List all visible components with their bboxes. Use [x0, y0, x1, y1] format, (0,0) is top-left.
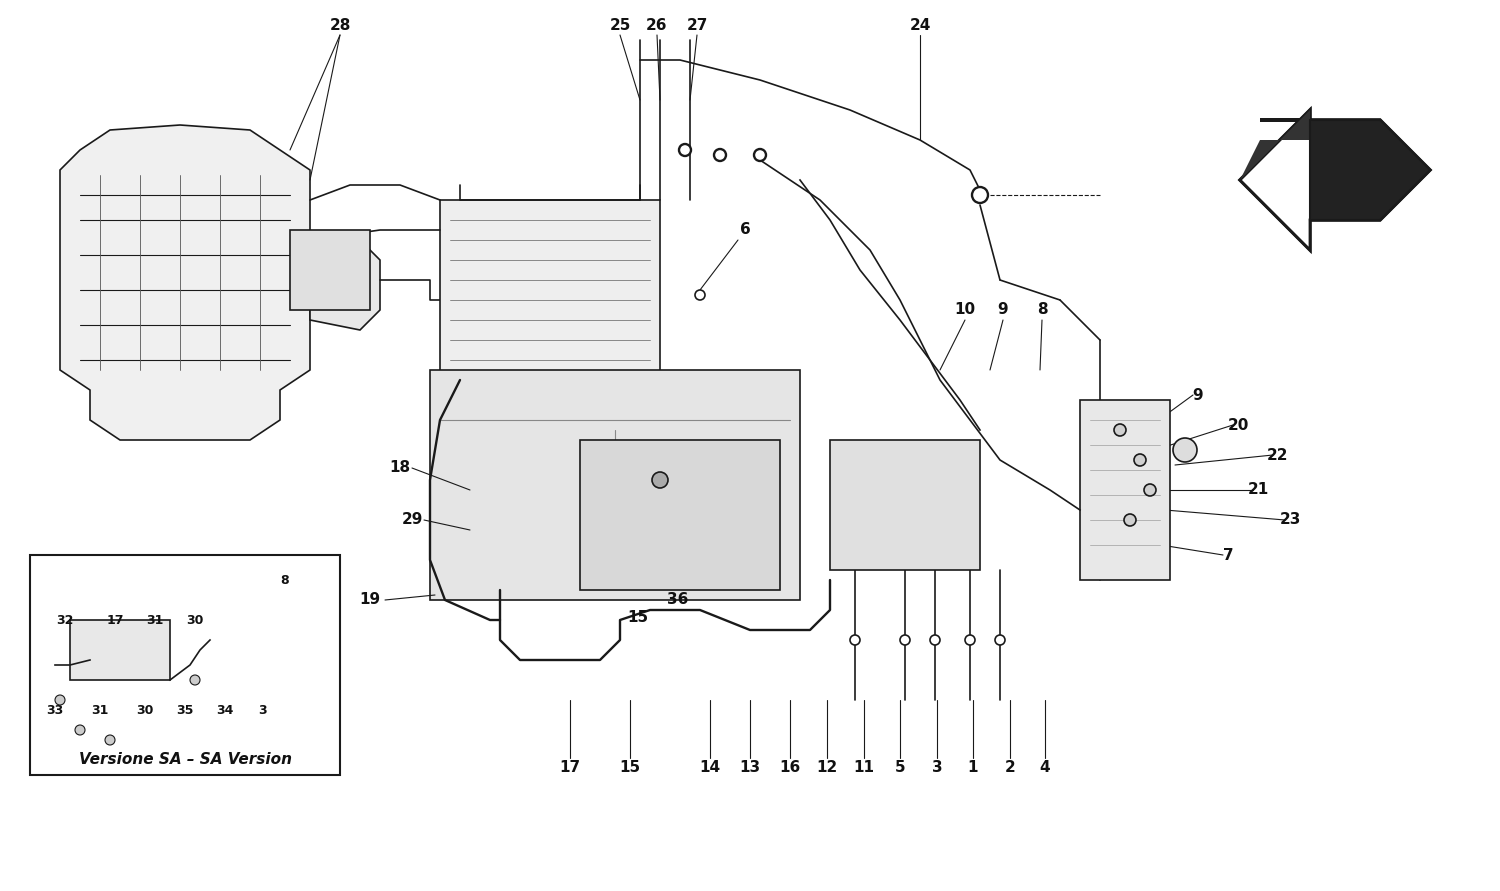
Circle shape — [190, 675, 200, 685]
Text: 32: 32 — [57, 614, 74, 626]
Polygon shape — [1080, 400, 1170, 580]
Polygon shape — [60, 125, 310, 440]
Circle shape — [714, 149, 726, 161]
Circle shape — [652, 472, 668, 488]
Circle shape — [680, 144, 692, 156]
Text: 16: 16 — [780, 761, 801, 775]
Text: 36: 36 — [668, 593, 688, 608]
Text: 35: 35 — [177, 704, 194, 716]
Text: 7: 7 — [1222, 547, 1233, 562]
Text: 1: 1 — [968, 761, 978, 775]
Circle shape — [964, 635, 975, 645]
Text: 3: 3 — [258, 704, 267, 716]
Circle shape — [972, 187, 988, 203]
Text: 9: 9 — [1192, 388, 1203, 403]
Text: 3: 3 — [932, 761, 942, 775]
Text: 33: 33 — [46, 704, 63, 716]
Circle shape — [694, 290, 705, 300]
Circle shape — [1124, 514, 1136, 526]
Text: 15: 15 — [620, 761, 640, 775]
Text: 21: 21 — [1248, 483, 1269, 497]
Text: 30: 30 — [186, 614, 204, 626]
Text: Versione SA – SA Version: Versione SA – SA Version — [78, 753, 291, 767]
Text: 8: 8 — [280, 574, 290, 586]
Text: 10: 10 — [954, 303, 975, 317]
Circle shape — [1144, 484, 1156, 496]
Bar — [580, 440, 780, 590]
Circle shape — [930, 635, 940, 645]
Bar — [440, 200, 660, 380]
Polygon shape — [1240, 110, 1430, 250]
Circle shape — [1134, 454, 1146, 466]
Text: 34: 34 — [216, 704, 234, 716]
Polygon shape — [310, 240, 380, 330]
Text: 25: 25 — [609, 18, 630, 32]
Text: 17: 17 — [106, 614, 124, 626]
Text: 17: 17 — [560, 761, 580, 775]
Polygon shape — [1240, 110, 1430, 250]
Circle shape — [850, 635, 859, 645]
Text: 24: 24 — [909, 18, 930, 32]
Text: 12: 12 — [816, 761, 837, 775]
Bar — [290, 230, 370, 310]
Text: 15: 15 — [627, 610, 648, 625]
Text: 14: 14 — [699, 761, 720, 775]
Text: 4: 4 — [1040, 761, 1050, 775]
Text: 22: 22 — [1268, 447, 1288, 462]
Polygon shape — [1310, 120, 1430, 220]
Text: 26: 26 — [646, 18, 668, 32]
Circle shape — [1114, 424, 1126, 436]
Text: 13: 13 — [740, 761, 760, 775]
Circle shape — [754, 149, 766, 161]
Circle shape — [900, 635, 910, 645]
Bar — [30, 555, 340, 775]
Circle shape — [56, 695, 64, 705]
Text: 8: 8 — [1036, 303, 1047, 317]
Text: 27: 27 — [687, 18, 708, 32]
Text: 19: 19 — [360, 593, 381, 608]
Text: 5: 5 — [894, 761, 906, 775]
Text: 6: 6 — [740, 223, 750, 238]
Text: 28: 28 — [330, 18, 351, 32]
Text: 31: 31 — [92, 704, 108, 716]
Text: 2: 2 — [1005, 761, 1016, 775]
Text: 30: 30 — [136, 704, 153, 716]
Circle shape — [1173, 438, 1197, 462]
Text: 11: 11 — [853, 761, 874, 775]
Text: 29: 29 — [402, 512, 423, 527]
Text: 20: 20 — [1227, 418, 1248, 432]
Bar — [830, 440, 980, 570]
Text: 23: 23 — [1280, 512, 1300, 527]
Text: 18: 18 — [390, 461, 411, 476]
Text: 31: 31 — [147, 614, 164, 626]
Bar — [430, 370, 800, 600]
Bar — [70, 620, 170, 680]
Circle shape — [105, 735, 116, 745]
Circle shape — [994, 635, 1005, 645]
Circle shape — [75, 725, 86, 735]
Polygon shape — [1240, 110, 1310, 180]
Text: 9: 9 — [998, 303, 1008, 317]
